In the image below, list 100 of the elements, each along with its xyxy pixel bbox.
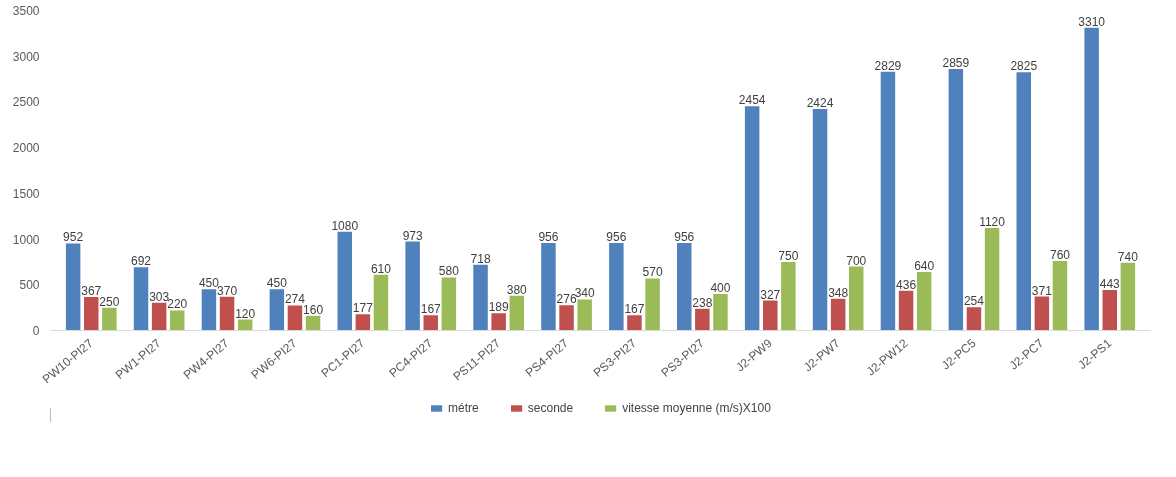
data-label: 3310 [1078, 14, 1106, 29]
bar [1034, 296, 1050, 331]
bar [269, 289, 285, 331]
data-label: 1080 [331, 218, 359, 233]
bar [677, 243, 692, 331]
bar [898, 290, 914, 331]
data-label: 167 [624, 302, 645, 317]
bar [984, 228, 1000, 331]
bar [695, 308, 710, 331]
data-label: 640 [914, 258, 935, 273]
data-label: 120 [235, 306, 256, 321]
legend-label: métre [448, 401, 479, 415]
bar [1084, 27, 1099, 331]
bar [509, 295, 524, 331]
bar [423, 315, 438, 331]
bar [812, 108, 828, 331]
bar [170, 310, 185, 331]
data-label: 952 [63, 230, 84, 245]
bar [916, 271, 932, 331]
bar [151, 302, 167, 331]
data-label: 189 [488, 300, 509, 315]
bar [713, 293, 728, 331]
data-label: 367 [81, 283, 102, 298]
bar [627, 315, 642, 331]
bar [1102, 290, 1117, 331]
data-label: 254 [963, 294, 985, 309]
data-label: 2424 [806, 95, 834, 110]
data-label: 167 [420, 302, 442, 317]
bar [473, 264, 488, 331]
data-label: 436 [896, 277, 917, 292]
bar [355, 314, 371, 331]
data-label: 450 [266, 276, 288, 291]
bar [491, 313, 506, 331]
data-label: 250 [99, 294, 120, 309]
data-label: 750 [778, 248, 799, 263]
bar [1120, 262, 1136, 331]
data-label: 956 [674, 230, 695, 245]
data-label: 973 [402, 228, 423, 243]
data-label: 740 [1117, 249, 1139, 264]
bar [781, 261, 796, 331]
data-label: 177 [352, 301, 374, 316]
bar [1016, 72, 1031, 331]
bar [744, 106, 760, 331]
y-tick-label: 2500 [12, 95, 40, 110]
bar [441, 277, 457, 331]
bar [373, 274, 389, 331]
bar [102, 307, 117, 331]
data-label: 400 [710, 280, 731, 295]
bar [405, 241, 420, 331]
bar [645, 278, 660, 331]
bar [65, 243, 81, 331]
bar [84, 296, 99, 331]
bar [1052, 261, 1068, 331]
data-label: 692 [131, 254, 152, 269]
data-label: 276 [556, 292, 577, 307]
bar [849, 266, 864, 331]
data-label: 956 [606, 230, 627, 245]
data-label: 718 [470, 251, 491, 266]
data-label: 327 [760, 287, 781, 302]
data-label: 570 [642, 265, 663, 280]
bar [948, 69, 964, 331]
data-label: 2454 [738, 93, 766, 108]
bar [133, 267, 149, 331]
bar [337, 231, 352, 331]
data-label: 371 [1031, 283, 1053, 298]
data-label: 1120 [979, 215, 1006, 230]
bar [201, 289, 217, 331]
data-label: 610 [370, 261, 392, 276]
y-tick-label: 3000 [12, 49, 40, 64]
y-tick-label: 2000 [12, 141, 40, 156]
data-label: 348 [828, 285, 849, 300]
data-label: 760 [1049, 248, 1071, 263]
bar [763, 300, 778, 331]
data-label: 580 [438, 264, 460, 279]
bar [880, 71, 896, 331]
y-tick-label: 500 [19, 278, 40, 293]
data-label: 2825 [1010, 59, 1038, 74]
bar [541, 243, 556, 331]
data-label: 380 [506, 282, 528, 297]
y-tick-label: 1000 [12, 232, 40, 247]
data-label: 700 [846, 253, 867, 268]
bar [305, 315, 321, 331]
bar [609, 243, 624, 331]
bar [966, 307, 982, 331]
data-label: 238 [692, 295, 713, 310]
y-tick-label: 3500 [12, 4, 40, 18]
data-label: 2859 [942, 56, 970, 71]
bar [287, 305, 303, 331]
data-label: 443 [1099, 277, 1121, 291]
data-label: 2829 [874, 58, 902, 73]
data-label: 160 [303, 302, 324, 317]
bar [559, 305, 574, 331]
legend-label: seconde [527, 401, 574, 415]
y-tick-label: 1500 [12, 186, 40, 201]
data-label: 956 [538, 230, 559, 245]
legend-label: vitesse moyenne (m/s)X100 [622, 401, 771, 415]
bar [830, 298, 846, 331]
y-tick-label: 0 [32, 324, 40, 338]
bar [219, 296, 235, 331]
bar [577, 299, 592, 331]
